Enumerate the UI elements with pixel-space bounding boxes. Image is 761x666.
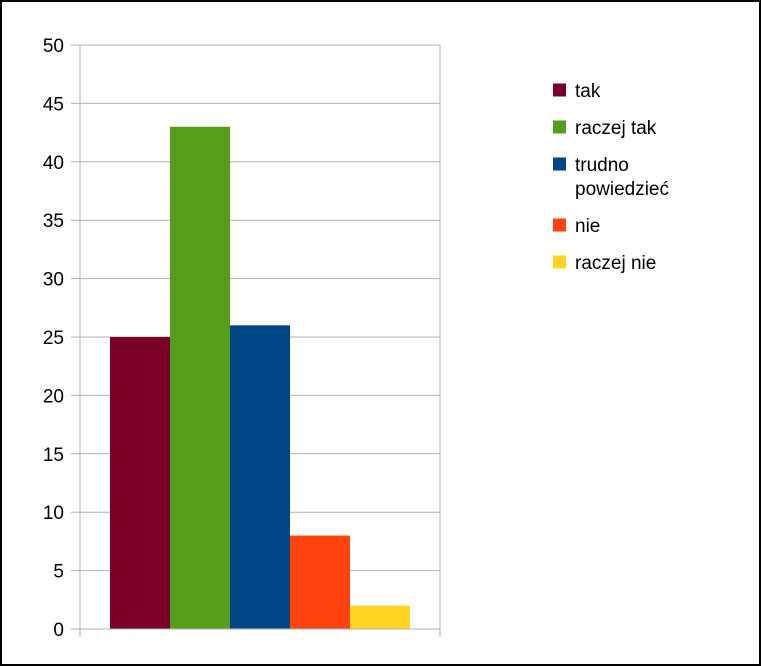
- bar-trudno-powiedzieć: [230, 325, 290, 629]
- bar-nie: [290, 535, 350, 629]
- bar-raczej-nie: [350, 605, 410, 629]
- y-tick-label: 35: [43, 211, 64, 232]
- legend: tak raczej tak trudno powiedzieć nie raczej n…: [553, 81, 669, 274]
- y-tick-label: 10: [43, 503, 64, 524]
- y-tick-label: 0: [53, 620, 64, 641]
- y-tick-label: 15: [43, 445, 64, 466]
- y-tick-label: 20: [43, 386, 64, 407]
- legend-label: powiedzieć: [575, 179, 669, 200]
- legend-label: raczej nie: [575, 253, 656, 274]
- legend-label: raczej tak: [575, 118, 657, 139]
- bar-tak: [110, 337, 170, 629]
- legend-swatch: [553, 157, 566, 171]
- legend-label: tak: [575, 81, 601, 102]
- y-tick-label: 25: [43, 328, 64, 349]
- axes: [79, 45, 441, 637]
- y-axis-ticks: 0 5 10 15 20 25 30 35 40 45 50: [43, 36, 80, 641]
- legend-swatch: [553, 255, 566, 269]
- bars: [110, 126, 410, 629]
- legend-swatch: [553, 83, 566, 97]
- legend-label: nie: [575, 216, 600, 237]
- legend-item: nie: [553, 216, 600, 237]
- legend-swatch: [553, 218, 566, 232]
- bar-raczej-tak: [170, 126, 230, 629]
- legend-label: trudno: [575, 155, 629, 176]
- legend-swatch: [553, 120, 566, 134]
- y-tick-label: 45: [43, 94, 64, 115]
- y-tick-label: 40: [43, 153, 64, 174]
- legend-item: trudno powiedzieć: [553, 155, 669, 200]
- legend-item: raczej nie: [553, 253, 656, 274]
- y-tick-label: 50: [43, 36, 64, 57]
- legend-item: tak: [553, 81, 601, 102]
- legend-item: raczej tak: [553, 118, 657, 139]
- y-tick-label: 5: [53, 562, 64, 583]
- y-tick-label: 30: [43, 270, 64, 291]
